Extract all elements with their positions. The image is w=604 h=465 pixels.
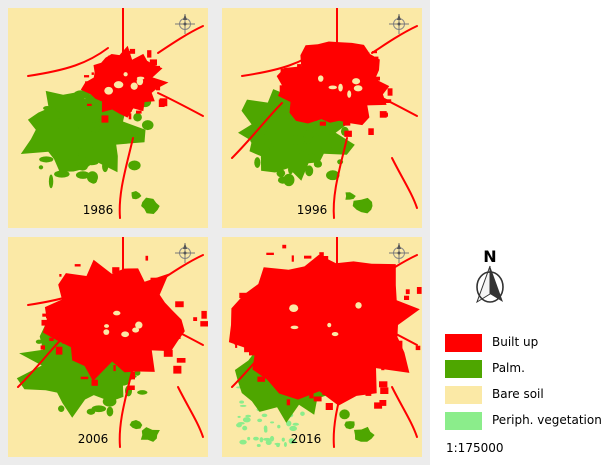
- map-scale: 1:175000: [446, 441, 504, 455]
- compass-rose-icon: [175, 243, 195, 263]
- legend-label-bare-soil: Bare soil: [492, 387, 544, 401]
- legend-swatch-built-up: [445, 334, 482, 352]
- year-label-2006: 2006: [77, 432, 109, 446]
- map-panel-1996: [222, 8, 422, 228]
- map-panel-2016: [222, 237, 422, 457]
- map-panel-2006: [8, 237, 208, 457]
- year-label-2016: 2016: [290, 432, 322, 446]
- legend-swatch-periph-vegetation: [445, 412, 482, 430]
- legend-label-periph-vegetation: Periph. vegetation: [492, 413, 602, 427]
- legend-label-built-up: Built up: [492, 335, 539, 349]
- map-panel-1986: [8, 8, 208, 228]
- legend-label-palm: Palm.: [492, 361, 525, 375]
- compass-rose-icon: [175, 14, 195, 34]
- north-label: N: [483, 247, 496, 266]
- legend-swatch-bare-soil: [445, 386, 482, 404]
- compass-rose-icon: [389, 243, 409, 263]
- compass-rose-icon: [389, 14, 409, 34]
- maps-area: 1986 1996 2006 2016: [0, 0, 430, 465]
- north-arrow-icon: N: [468, 244, 512, 314]
- year-label-1986: 1986: [82, 203, 114, 217]
- year-label-1996: 1996: [296, 203, 328, 217]
- legend-swatch-palm: [445, 360, 482, 378]
